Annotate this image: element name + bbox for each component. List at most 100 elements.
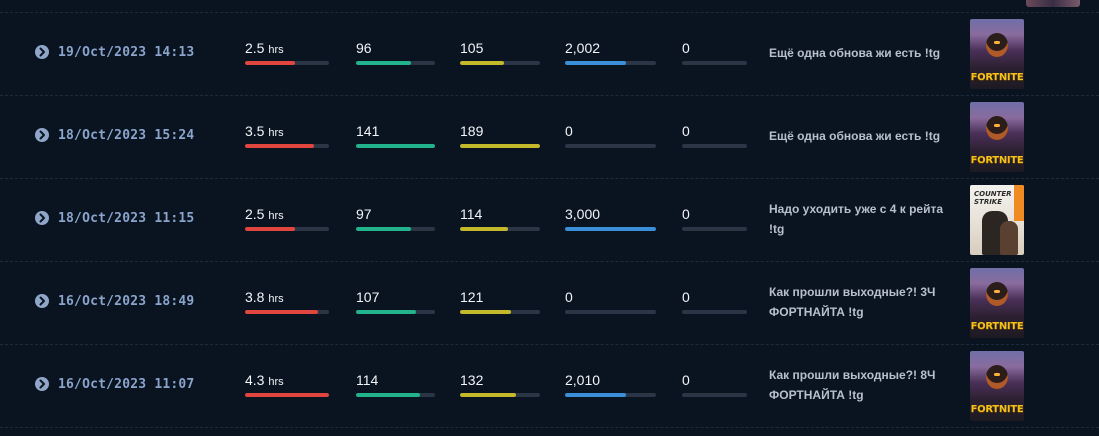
stat-yellow-value: 189 (460, 123, 484, 139)
fortnite-game-thumbnail[interactable]: FORTNITE (970, 351, 1024, 421)
stat-gray-value: 0 (682, 206, 690, 222)
stream-date[interactable]: 18/Oct/2023 11:15 (58, 211, 195, 226)
duration-stat-bar-fill (245, 61, 296, 65)
stat-green-bar (356, 393, 435, 397)
stat-yellow-value: 114 (460, 206, 483, 222)
stream-row[interactable]: 16/Oct/2023 18:49 3.8 hrs 107 121 0 0 Как прош… (0, 262, 1099, 345)
stat-green: 114 (356, 372, 435, 397)
stat-green-bar (356, 310, 435, 314)
stat-green-bar-fill (356, 61, 412, 65)
stat-green-value: 107 (356, 289, 380, 305)
stat-yellow-bar-fill (460, 393, 516, 397)
chevron-right-icon[interactable] (35, 128, 49, 142)
duration-stat: 4.3 hrs (245, 372, 329, 397)
duration-stat-bar-fill (245, 227, 295, 231)
game-thumbnail (1026, 0, 1080, 7)
character-face (986, 282, 1008, 306)
character-visor (994, 373, 1000, 376)
stat-blue-bar-fill (565, 393, 626, 397)
stat-gray: 0 (682, 40, 747, 65)
fortnite-game-thumbnail[interactable]: FORTNITE (970, 268, 1024, 338)
stat-gray: 0 (682, 123, 747, 148)
stat-blue-bar (565, 227, 656, 231)
chevron-right-icon[interactable] (35, 377, 49, 391)
stat-gray-bar (682, 61, 747, 65)
fortnite-game-thumbnail[interactable]: FORTNITE (970, 19, 1024, 89)
duration-stat-unit: hrs (268, 376, 284, 388)
stat-yellow-value: 121 (460, 289, 484, 305)
stat-blue-value: 0 (565, 289, 573, 305)
stream-date[interactable]: 19/Oct/2023 14:13 (58, 45, 195, 60)
stat-blue-bar (565, 393, 656, 397)
stat-gray-value: 0 (682, 372, 690, 388)
stat-gray-value: 0 (682, 123, 690, 139)
logo-stripe (1014, 185, 1024, 221)
chevron-right-icon[interactable] (35, 45, 49, 59)
stat-gray-bar (682, 144, 747, 148)
stat-yellow: 114 (460, 206, 540, 231)
stat-blue-bar-fill (565, 227, 656, 231)
stat-green-value: 141 (356, 123, 380, 139)
character-face (986, 33, 1008, 57)
stat-yellow: 121 (460, 289, 540, 314)
game-logo: FORTNITE (970, 321, 1024, 332)
stat-green: 97 (356, 206, 435, 231)
duration-stat-value: 3.8 (245, 289, 265, 305)
stream-row[interactable]: 19/Oct/2023 14:13 2.5 hrs 96 105 2,002 0 Ещё о… (0, 13, 1099, 96)
stream-row[interactable]: 16/Oct/2023 11:07 4.3 hrs 114 132 2,010 0 Как … (0, 345, 1099, 428)
stat-gray: 0 (682, 289, 747, 314)
duration-stat-bar (245, 227, 329, 231)
stream-row[interactable]: 18/Oct/2023 11:15 2.5 hrs 97 114 3,000 0 Надо … (0, 179, 1099, 262)
stat-gray-bar (682, 393, 747, 397)
duration-stat-value: 2.5 (245, 40, 265, 56)
duration-stat-bar (245, 393, 329, 397)
stat-yellow-bar (460, 144, 540, 148)
stream-date[interactable]: 16/Oct/2023 18:49 (58, 294, 195, 309)
game-logo: FORTNITE (970, 404, 1024, 415)
duration-stat-unit: hrs (268, 44, 284, 56)
counter-strike-game-thumbnail[interactable]: COUNTER STRIKE (970, 185, 1024, 255)
stream-title: Ещё одна обнова жи есть !tg (769, 46, 941, 60)
duration-stat-bar (245, 61, 329, 65)
stat-blue: 3,000 (565, 206, 656, 231)
stat-green: 96 (356, 40, 435, 65)
stat-green-bar (356, 144, 435, 148)
duration-stat-bar-fill (245, 144, 314, 148)
stat-gray: 0 (682, 372, 747, 397)
stat-yellow: 132 (460, 372, 540, 397)
stat-yellow: 189 (460, 123, 540, 148)
chevron-right-icon[interactable] (35, 211, 49, 225)
previous-row-edge (0, 0, 1099, 13)
stream-date[interactable]: 16/Oct/2023 11:07 (58, 377, 195, 392)
duration-stat-unit: hrs (268, 293, 284, 305)
stat-blue: 2,010 (565, 372, 656, 397)
stat-blue-value: 3,000 (565, 206, 601, 222)
stat-yellow-bar (460, 393, 540, 397)
stat-blue-bar (565, 61, 656, 65)
stream-row[interactable]: 18/Oct/2023 15:24 3.5 hrs 141 189 0 0 Ещё одна… (0, 96, 1099, 179)
game-logo: FORTNITE (970, 155, 1024, 166)
fortnite-game-thumbnail[interactable]: FORTNITE (970, 102, 1024, 172)
game-logo: COUNTER STRIKE (974, 190, 1012, 206)
character-visor (994, 290, 1000, 293)
stat-blue: 0 (565, 289, 656, 314)
duration-stat-unit: hrs (268, 210, 284, 222)
stat-yellow-bar (460, 61, 540, 65)
stream-date[interactable]: 18/Oct/2023 15:24 (58, 128, 195, 143)
stream-title: Ещё одна обнова жи есть !tg (769, 129, 941, 143)
character-figure (1000, 221, 1018, 255)
stat-yellow-bar-fill (460, 61, 504, 65)
stream-title: Как прошли выходные?! 8Ч ФОРТНАЙТА !tg (769, 368, 936, 402)
stat-green-value: 96 (356, 40, 372, 56)
stat-green-bar (356, 227, 435, 231)
duration-stat: 2.5 hrs (245, 40, 329, 65)
chevron-right-icon[interactable] (35, 294, 49, 308)
duration-stat-bar-fill (245, 310, 319, 314)
stat-gray-value: 0 (682, 40, 690, 56)
stat-gray-bar (682, 227, 747, 231)
character-visor (994, 41, 1000, 44)
duration-stat-value: 3.5 (245, 123, 265, 139)
stat-yellow-bar-fill (460, 310, 512, 314)
stat-green-value: 97 (356, 206, 372, 222)
stat-blue: 2,002 (565, 40, 656, 65)
